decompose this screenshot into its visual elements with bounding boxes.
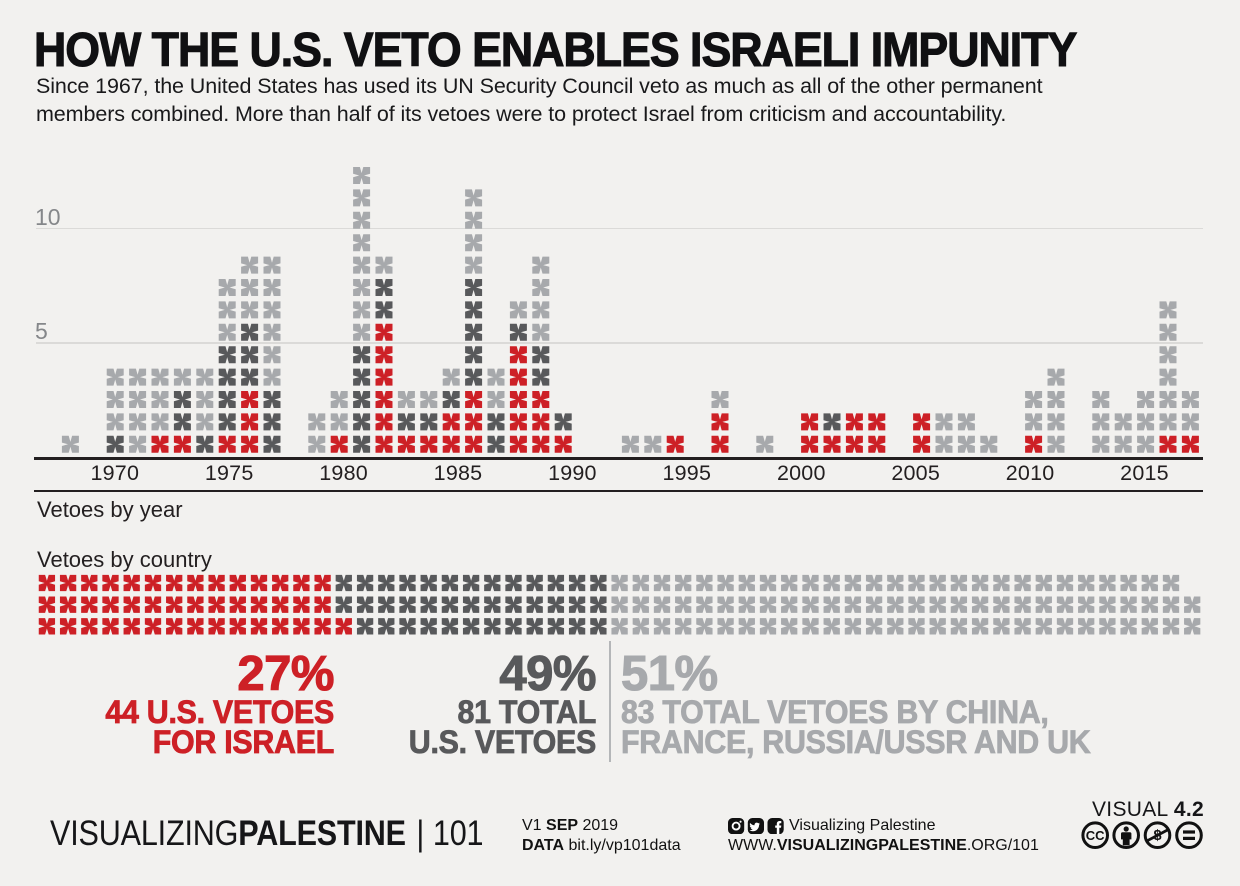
svg-text:CC: CC: [1086, 828, 1105, 843]
